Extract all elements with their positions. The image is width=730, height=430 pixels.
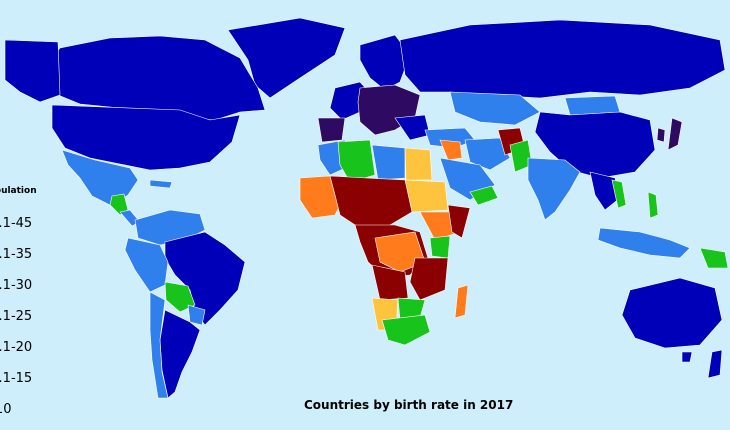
kenya	[429, 235, 451, 259]
chile	[149, 291, 169, 399]
legend-item: 15.1-20	[0, 340, 33, 355]
australia	[621, 277, 723, 349]
legend-item: 30.1-35	[0, 247, 33, 262]
east-africa-south	[409, 257, 449, 301]
bolivia	[164, 281, 196, 313]
canada	[39, 35, 266, 121]
new-zealand	[707, 349, 723, 379]
iberia	[317, 117, 346, 143]
angola	[371, 264, 409, 301]
vietnam-laos	[611, 179, 627, 209]
libya	[371, 144, 406, 181]
korea	[656, 127, 666, 143]
brazil	[164, 231, 246, 326]
madagascar	[454, 284, 469, 319]
egypt	[404, 147, 433, 181]
usa	[51, 104, 241, 171]
japan	[667, 117, 683, 151]
yemen-oman	[469, 185, 499, 206]
somalia	[447, 204, 471, 239]
central-asia	[449, 91, 541, 126]
iran	[464, 137, 511, 171]
legend-item: 10.1-15	[0, 371, 33, 386]
drc	[374, 231, 426, 273]
sudan	[404, 179, 449, 213]
legend-item: 25.1-30	[0, 278, 33, 293]
legend-item: 40.1-45	[0, 216, 33, 231]
greenland	[227, 17, 346, 99]
paraguay	[187, 304, 206, 326]
legend-item: 0-10	[0, 402, 12, 417]
legend-title: population	[0, 186, 37, 196]
russia	[399, 19, 726, 99]
peru	[124, 237, 169, 293]
south-africa	[381, 314, 431, 346]
mongolia	[564, 95, 621, 116]
caribbean	[149, 179, 173, 189]
turkey-middle-east	[424, 127, 476, 149]
iraq	[439, 139, 463, 161]
philippines	[647, 191, 659, 219]
indonesia	[597, 227, 691, 259]
papua-new-guinea	[699, 247, 729, 269]
legend-item: 20.1-25	[0, 309, 33, 324]
tasmania	[681, 351, 693, 363]
india	[527, 157, 581, 221]
alaska	[4, 39, 61, 103]
map-title: Countries by birth rate in 2017	[304, 398, 514, 412]
